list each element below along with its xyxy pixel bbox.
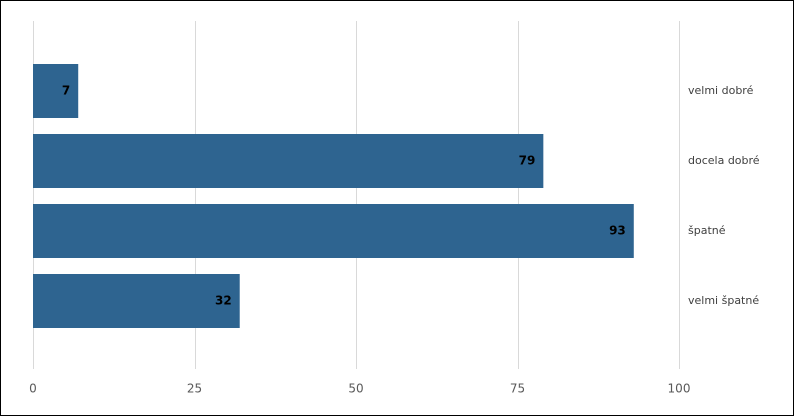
data-label-velmi-dobre: 7 <box>62 84 70 98</box>
x-tick-label-100: 100 <box>668 382 691 396</box>
bar-velmi-dobre <box>33 64 79 118</box>
data-label-velmi-spatne: 32 <box>215 294 232 308</box>
category-label-docela-dobre: docela dobré <box>688 154 760 167</box>
category-label-velmi-spatne: velmi špatné <box>688 294 759 307</box>
category-labels: velmi dobré docela dobré špatné velmi špatn… <box>688 84 760 307</box>
category-label-velmi-dobre: velmi dobré <box>688 84 754 97</box>
bar-spatne <box>33 204 634 258</box>
bar-velmi-spatne <box>33 274 240 328</box>
bar-docela-dobre <box>33 134 544 188</box>
x-tick-label-75: 75 <box>510 382 525 396</box>
data-label-spatne: 93 <box>609 224 626 238</box>
bars <box>33 64 634 328</box>
data-labels: 7 79 93 32 <box>62 84 626 308</box>
category-label-spatne: špatné <box>688 224 726 237</box>
x-axis-tick-labels: 0 25 50 75 100 <box>29 382 690 396</box>
x-tick-label-25: 25 <box>187 382 202 396</box>
data-label-docela-dobre: 79 <box>519 154 536 168</box>
x-tick-label-0: 0 <box>29 382 37 396</box>
x-tick-label-50: 50 <box>348 382 363 396</box>
